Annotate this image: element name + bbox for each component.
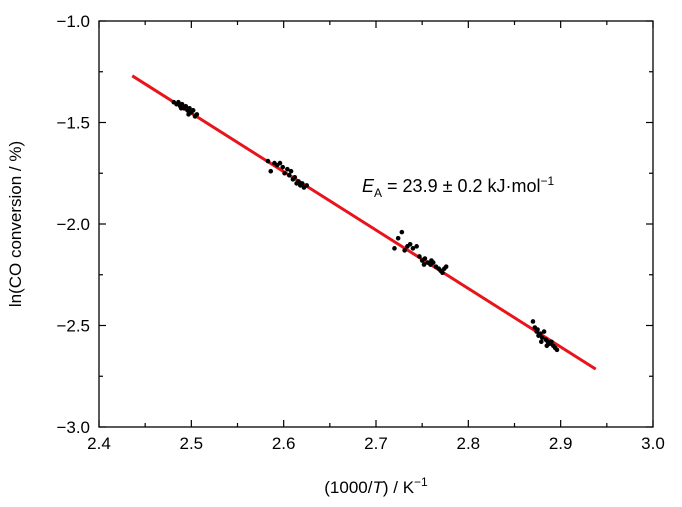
y-tick-label: −1.5 xyxy=(56,114,90,133)
data-point xyxy=(176,99,181,105)
data-point xyxy=(392,246,397,251)
data-point xyxy=(288,168,294,174)
data-point xyxy=(178,105,184,111)
y-tick-label: −1.0 xyxy=(56,12,90,31)
data-point xyxy=(421,262,427,267)
x-tick-label: 2.6 xyxy=(272,434,296,453)
y-tick-label: −2.0 xyxy=(56,215,90,234)
data-point xyxy=(183,103,189,109)
data-point xyxy=(539,335,545,340)
data-point xyxy=(541,329,547,334)
data-point xyxy=(535,327,540,332)
data-point xyxy=(402,248,407,253)
data-point xyxy=(296,179,301,184)
y-tick-label: −3.0 xyxy=(56,418,90,437)
data-point xyxy=(299,181,305,186)
data-point xyxy=(268,168,274,174)
data-point xyxy=(292,175,298,180)
data-point xyxy=(538,331,543,336)
x-axis-title-sup: −1 xyxy=(414,475,428,489)
data-point xyxy=(407,242,413,247)
y-axis-title: ln(CO conversion / %) xyxy=(6,141,25,307)
data-point xyxy=(414,244,419,249)
y-tick-labels: −1.0 −1.5 −2.0 −2.5 −3.0 xyxy=(56,12,90,437)
annotation-e: E xyxy=(362,176,375,196)
data-points xyxy=(171,99,560,353)
annotation-sup: −1 xyxy=(540,174,554,188)
data-point xyxy=(538,339,544,345)
data-point xyxy=(417,254,422,259)
x-tick-label: 2.8 xyxy=(457,434,481,453)
data-point xyxy=(282,170,287,176)
y-tick-label: −2.5 xyxy=(56,317,90,336)
data-point xyxy=(285,166,290,172)
data-point xyxy=(443,264,449,269)
data-point xyxy=(429,258,434,263)
data-point xyxy=(440,270,445,276)
tick-marks xyxy=(98,20,654,428)
data-point xyxy=(530,319,536,324)
x-tick-label: 3.0 xyxy=(641,434,665,453)
data-point xyxy=(265,158,271,164)
data-point xyxy=(286,172,292,178)
plot-frame xyxy=(98,20,654,428)
x-axis-title-pre: (1000/ xyxy=(324,478,372,497)
data-point xyxy=(304,183,310,188)
data-point xyxy=(410,246,416,251)
data-point xyxy=(549,339,554,345)
data-point xyxy=(395,235,401,241)
data-point xyxy=(190,108,196,113)
annotation-sub: A xyxy=(374,186,382,200)
x-tick-label: 2.4 xyxy=(87,434,111,453)
annotation-text: = 23.9 ± 0.2 kJ·mol xyxy=(382,176,540,196)
x-tick-labels: 2.4 2.5 2.6 2.7 2.8 2.9 3.0 xyxy=(87,434,665,453)
data-point xyxy=(422,256,428,261)
data-point xyxy=(554,347,560,353)
annotation: EA = 23.9 ± 0.2 kJ·mol−1 xyxy=(362,174,554,200)
x-tick-label: 2.7 xyxy=(364,434,388,453)
x-tick-label: 2.9 xyxy=(549,434,573,453)
data-point xyxy=(544,343,550,349)
data-point xyxy=(179,101,185,107)
fit-line xyxy=(131,74,597,371)
x-axis-title-italic: T xyxy=(372,478,384,497)
data-point xyxy=(277,160,283,166)
data-point xyxy=(399,229,405,235)
data-point xyxy=(187,105,192,111)
data-point xyxy=(194,112,200,117)
x-axis-title-mid: ) / K xyxy=(383,478,415,497)
data-point xyxy=(280,164,286,170)
data-point xyxy=(186,112,191,117)
x-tick-label: 2.5 xyxy=(180,434,204,453)
x-axis-title: (1000/T) / K−1 xyxy=(324,475,428,497)
